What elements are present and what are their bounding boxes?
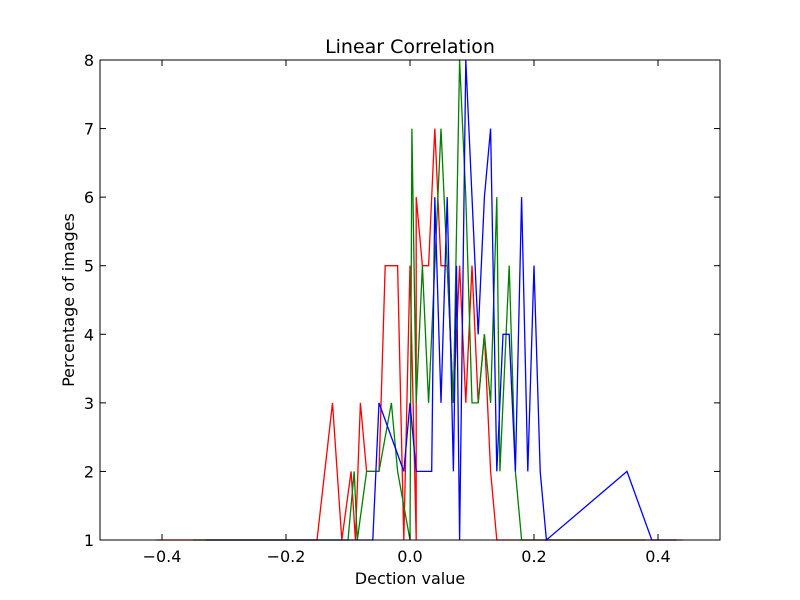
x-tick-label: 0.2 [521,547,546,566]
y-tick-label: 8 [84,51,94,70]
y-axis-label: Percentage of images [59,213,78,387]
series-layer [155,59,683,542]
x-tick-label: −0.2 [267,547,306,566]
series-line-2 [193,59,646,541]
x-tick-label: 0.4 [645,547,670,566]
ticks-layer: −0.4 −0.2 0.0 0.2 0.4 1 2 3 4 5 6 7 8 [84,51,720,566]
x-tick-label: −0.4 [143,547,182,566]
y-tick-label: 7 [84,120,94,139]
series-line-3 [205,59,677,542]
y-tick-label: 4 [84,325,94,344]
y-tick-label: 5 [84,257,94,276]
y-tick-label: 3 [84,394,94,413]
y-tick-label: 1 [84,531,94,550]
x-tick-label: 0.0 [397,547,422,566]
chart-title: Linear Correlation [325,36,495,58]
y-tick-label: 2 [84,462,94,481]
x-axis-label: Dection value [355,569,465,588]
y-tick-label: 6 [84,188,94,207]
